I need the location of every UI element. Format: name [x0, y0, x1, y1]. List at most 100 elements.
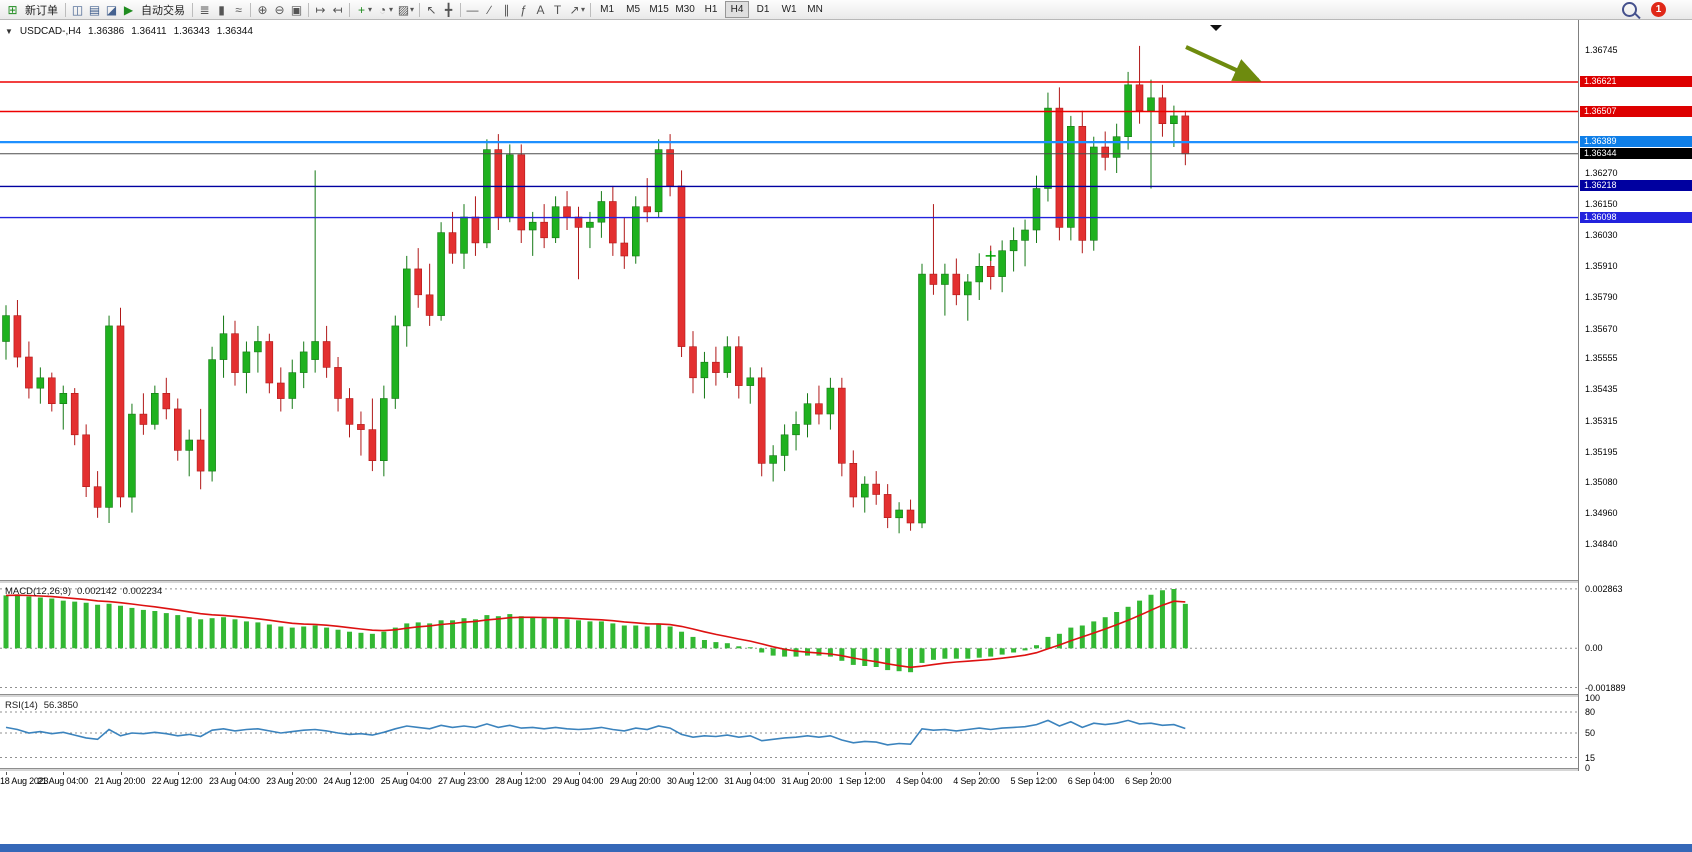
- axis-label: 80: [1585, 707, 1596, 717]
- axis-label: 1.36030: [1585, 230, 1618, 241]
- auto-trading-icon[interactable]: ▶: [123, 2, 134, 17]
- time-label: 4 Sep 20:00: [953, 776, 1000, 786]
- price-tag: 1.36389: [1580, 136, 1692, 148]
- time-label: 4 Sep 04:00: [896, 776, 943, 786]
- new-chart-icon[interactable]: ◫: [71, 2, 84, 17]
- time-axis[interactable]: 18 Aug 2023 21 Aug 04:00 21 Aug 20:00 22 Au…: [0, 772, 1578, 788]
- time-tick: [235, 772, 236, 775]
- scroll-to-end-marker[interactable]: [1210, 25, 1222, 31]
- channel-tool-icon[interactable]: ∥: [503, 2, 510, 17]
- time-tick: [63, 772, 65, 775]
- time-label: 1 Sep 12:00: [838, 776, 886, 786]
- time-label: 21 Aug 04:00: [37, 776, 88, 786]
- cursor-icon[interactable]: ↖: [426, 2, 437, 17]
- arrow-tool-icon[interactable]: ↗: [569, 2, 580, 17]
- bar-chart-icon[interactable]: ≣: [199, 2, 210, 17]
- timeframe-m5[interactable]: M5: [626, 4, 641, 15]
- label-tool-icon[interactable]: T: [553, 2, 562, 17]
- chart-menu-icon[interactable]: ▼: [5, 27, 13, 36]
- dropdown-caret-icon[interactable]: ▾: [389, 5, 394, 14]
- timeframe-mn[interactable]: MN: [807, 4, 823, 15]
- price-chart[interactable]: [0, 20, 1578, 580]
- time-label: 30 Aug 12:00: [667, 776, 718, 786]
- dropdown-caret-icon[interactable]: ▾: [581, 5, 586, 14]
- time-tick: [521, 772, 523, 775]
- ohlc-low: 1.36343: [173, 26, 210, 37]
- time-tick: [406, 772, 408, 775]
- tile-windows-icon[interactable]: ▣: [290, 2, 303, 17]
- periods-icon[interactable]: ◔: [378, 2, 387, 17]
- time-label: 27 Aug 23:00: [438, 776, 489, 786]
- axis-label: 1.34960: [1585, 507, 1618, 518]
- time-label: 29 Aug 20:00: [609, 776, 661, 786]
- line-chart-icon[interactable]: ≈: [235, 2, 242, 17]
- trend-arrow-annotation[interactable]: [1185, 45, 1262, 82]
- timeframe-w1[interactable]: W1: [781, 4, 797, 15]
- macd-signal-value: 0.002234: [122, 586, 163, 597]
- text-tool-icon[interactable]: A: [536, 2, 545, 17]
- pane-separator[interactable]: [0, 694, 1692, 697]
- crosshair-icon[interactable]: ╋: [444, 2, 453, 17]
- time-label: 29 Aug 04:00: [552, 776, 604, 786]
- macd-pane[interactable]: [0, 584, 1578, 694]
- new-order-icon[interactable]: ⊞: [7, 2, 18, 17]
- price-tag: 1.36507: [1580, 105, 1692, 117]
- rsi-value: 56.3850: [43, 700, 79, 711]
- macd-label: MACD(12,26,9) 0.002142 0.002234: [5, 586, 162, 597]
- price-tag: 1.36218: [1580, 180, 1692, 192]
- time-label: 5 Sep 12:00: [1010, 776, 1058, 786]
- chart-shift-icon[interactable]: ↤: [332, 2, 343, 17]
- time-tick: [693, 772, 694, 775]
- time-tick: [979, 772, 981, 775]
- new-order-button[interactable]: 新订单: [25, 4, 58, 17]
- rsi-label: RSI(14) 56.3850: [5, 700, 78, 711]
- rsi-name: RSI(14): [5, 700, 38, 711]
- trendline-tool-icon[interactable]: ∕: [488, 2, 491, 17]
- timeframe-m15[interactable]: M15: [649, 4, 669, 15]
- axis-label: 1.35670: [1585, 323, 1618, 334]
- fibonacci-tool-icon[interactable]: ƒ: [520, 2, 527, 17]
- chart-window: ▼ USDCAD-,H4 1.36386 1.36411 1.36343 1.3…: [0, 20, 1692, 852]
- main-toolbar: ⊞ 新订单 ◫ ▤ ◪ ▶ 自动交易 ≣ ▮ ≈ ⊕ ⊖ ▣ ↦ ↤ + ▾ ◔…: [0, 0, 1692, 20]
- search-icon[interactable]: [1622, 2, 1637, 17]
- pane-separator[interactable]: [0, 580, 1692, 583]
- data-window-icon[interactable]: ◪: [105, 2, 118, 17]
- time-tick: [349, 772, 351, 775]
- time-tick: [292, 772, 294, 775]
- indicators-icon[interactable]: +: [357, 2, 365, 17]
- timeframe-d1[interactable]: D1: [756, 4, 770, 15]
- rsi-pane[interactable]: [0, 698, 1578, 768]
- dropdown-caret-icon[interactable]: ▾: [368, 5, 373, 14]
- dropdown-caret-icon[interactable]: ▾: [410, 5, 415, 14]
- axis-label: 1.35790: [1585, 292, 1618, 303]
- plus-marker: [985, 250, 996, 261]
- timeframe-m1[interactable]: M1: [600, 4, 615, 15]
- horizontal-line-tool-icon[interactable]: —: [466, 2, 479, 17]
- toolbar-separator: [460, 2, 462, 17]
- candle-chart-icon[interactable]: ▮: [218, 2, 225, 17]
- price-axis[interactable]: 1.36745 1.36270 1.36150 1.36030 1.35910 1.357…: [1578, 20, 1692, 773]
- auto-trading-button[interactable]: 自动交易: [141, 4, 185, 17]
- timeframe-h4[interactable]: H4: [725, 1, 750, 18]
- templates-icon[interactable]: ▨: [397, 2, 410, 17]
- time-label: 22 Aug 12:00: [151, 776, 203, 786]
- pane-separator[interactable]: [0, 768, 1692, 771]
- candles: [2, 45, 1190, 534]
- axis-label: 1.35910: [1585, 261, 1618, 272]
- time-tick: [864, 772, 866, 775]
- time-label: 6 Sep 04:00: [1067, 776, 1115, 786]
- timeframe-h1[interactable]: H1: [704, 4, 718, 15]
- profiles-icon[interactable]: ▤: [88, 2, 101, 17]
- timeframe-m30[interactable]: M30: [675, 4, 695, 15]
- price-tag: 1.36098: [1580, 211, 1692, 223]
- toolbar-separator: [250, 2, 251, 17]
- axis-label: 0: [1585, 763, 1591, 773]
- auto-scroll-icon[interactable]: ↦: [315, 2, 326, 17]
- price-tag: 1.36344: [1580, 147, 1692, 159]
- macd-name: MACD(12,26,9): [5, 586, 71, 597]
- toolbar-separator: [419, 2, 421, 17]
- axis-label: 1.35315: [1585, 415, 1618, 426]
- zoom-out-icon[interactable]: ⊖: [274, 2, 285, 17]
- notification-badge[interactable]: 1: [1651, 2, 1666, 17]
- zoom-in-icon[interactable]: ⊕: [257, 2, 268, 17]
